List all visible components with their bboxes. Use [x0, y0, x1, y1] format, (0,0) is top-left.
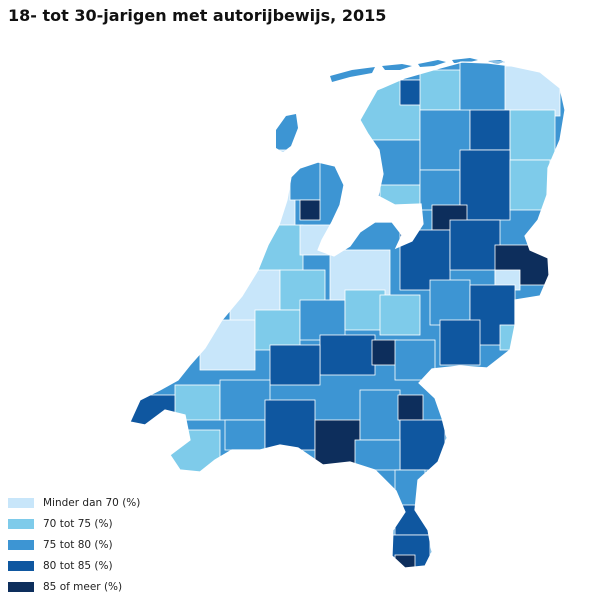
municipality-cells [130, 62, 560, 570]
legend-swatch [8, 519, 34, 529]
legend-swatch [8, 582, 34, 592]
legend-item-80-tot-85: 80 tot 85 (%) [8, 555, 140, 576]
legend-label: 85 of meer (%) [43, 581, 122, 593]
legend-swatch [8, 498, 34, 508]
legend-label: 80 tot 85 (%) [43, 560, 113, 572]
legend-item-85-of-meer: 85 of meer (%) [8, 576, 140, 597]
map-legend: Minder dan 70 (%) 70 tot 75 (%) 75 tot 8… [8, 492, 140, 597]
legend-swatch [8, 540, 34, 550]
legend-label: 70 tot 75 (%) [43, 518, 113, 530]
legend-item-minder-dan-70: Minder dan 70 (%) [8, 492, 140, 513]
legend-item-70-tot-75: 70 tot 75 (%) [8, 513, 140, 534]
legend-item-75-tot-80: 75 tot 80 (%) [8, 534, 140, 555]
legend-label: Minder dan 70 (%) [43, 497, 140, 509]
legend-swatch [8, 561, 34, 571]
legend-label: 75 tot 80 (%) [43, 539, 113, 551]
